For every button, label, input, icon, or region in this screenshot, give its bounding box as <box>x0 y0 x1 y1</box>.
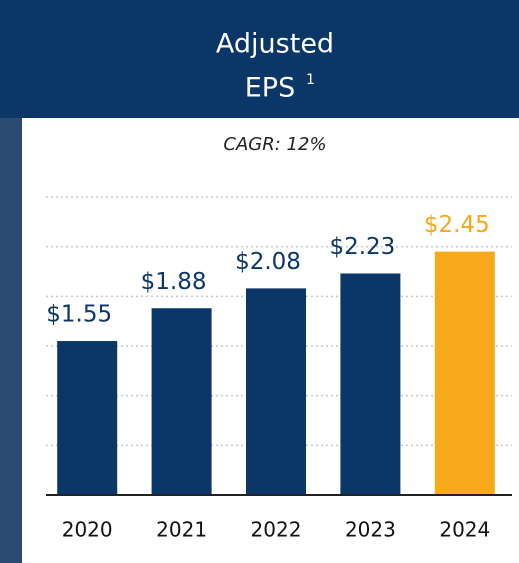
bar <box>246 288 306 495</box>
x-tick-label: 2023 <box>345 518 396 542</box>
title-footnote: 1 <box>306 72 315 88</box>
bar <box>340 273 401 495</box>
background-strip <box>0 0 22 563</box>
chart-title: Adjusted <box>216 29 334 60</box>
value-label: $2.23 <box>329 234 395 260</box>
value-label: $1.88 <box>141 269 207 295</box>
x-tick-label: 2020 <box>62 518 113 542</box>
x-tick-label: 2022 <box>251 518 302 542</box>
value-label: $1.55 <box>46 302 112 328</box>
value-label: $2.45 <box>424 212 490 238</box>
subtitle: CAGR: 12% <box>223 134 326 155</box>
header-band <box>0 0 519 118</box>
bar <box>151 308 212 495</box>
value-label: $2.08 <box>235 249 301 275</box>
x-tick-label: 2021 <box>156 518 207 542</box>
bar <box>57 341 118 495</box>
bar <box>434 251 495 495</box>
x-tick-label: 2024 <box>439 518 490 542</box>
chart-title: EPS <box>245 73 295 104</box>
